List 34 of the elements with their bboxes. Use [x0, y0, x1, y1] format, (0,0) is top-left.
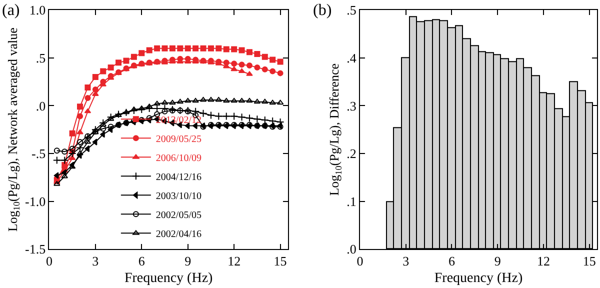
legend-label: 2003/10/10 [156, 191, 202, 202]
x-tick-label: 6 [138, 254, 146, 269]
y-tick-label: .4 [346, 50, 357, 66]
x-tick-label: 3 [402, 254, 410, 269]
y-tick-label: -1.0 [25, 194, 46, 209]
y-tick-label: .1 [346, 194, 356, 209]
x-tick-label: 15 [274, 254, 287, 269]
y-tick-label: 1.0 [29, 2, 46, 18]
y-tick-label: .0 [346, 242, 356, 257]
legend-label: 2002/05/05 [156, 210, 202, 222]
x-tick-label: 12 [228, 254, 241, 269]
chart-title: (a) [2, 2, 20, 19]
x-tick-label: 3 [92, 254, 99, 269]
legend-label: 2004/12/16 [156, 172, 202, 184]
x-tick-label: 0 [46, 254, 52, 269]
x-tick-label: 9 [494, 254, 501, 269]
y-tick-label: .5 [346, 2, 356, 18]
chart-title: (b) [313, 2, 332, 19]
y-tick-label: .5 [36, 50, 46, 66]
y-tick-label: .0 [36, 98, 46, 114]
y-tick-label: .2 [346, 146, 356, 162]
y-tick-label: -.5 [32, 146, 46, 162]
x-tick-label: 9 [184, 254, 192, 269]
x-tick-label: 0 [356, 254, 364, 269]
legend-label: 2006/10/09 [156, 153, 202, 164]
y-tick-label: -1.5 [25, 242, 46, 257]
x-axis-title: Frequency (Hz) [434, 271, 523, 286]
x-tick-label: 6 [448, 254, 456, 269]
x-tick-label: 15 [582, 254, 596, 269]
legend-label: 2002/04/16 [156, 229, 202, 240]
x-axis-title: Frequency (Hz) [124, 271, 214, 286]
legend-label: 2009/05/25 [156, 134, 202, 146]
y-tick-label: .3 [346, 98, 356, 114]
x-tick-label: 12 [536, 254, 550, 269]
